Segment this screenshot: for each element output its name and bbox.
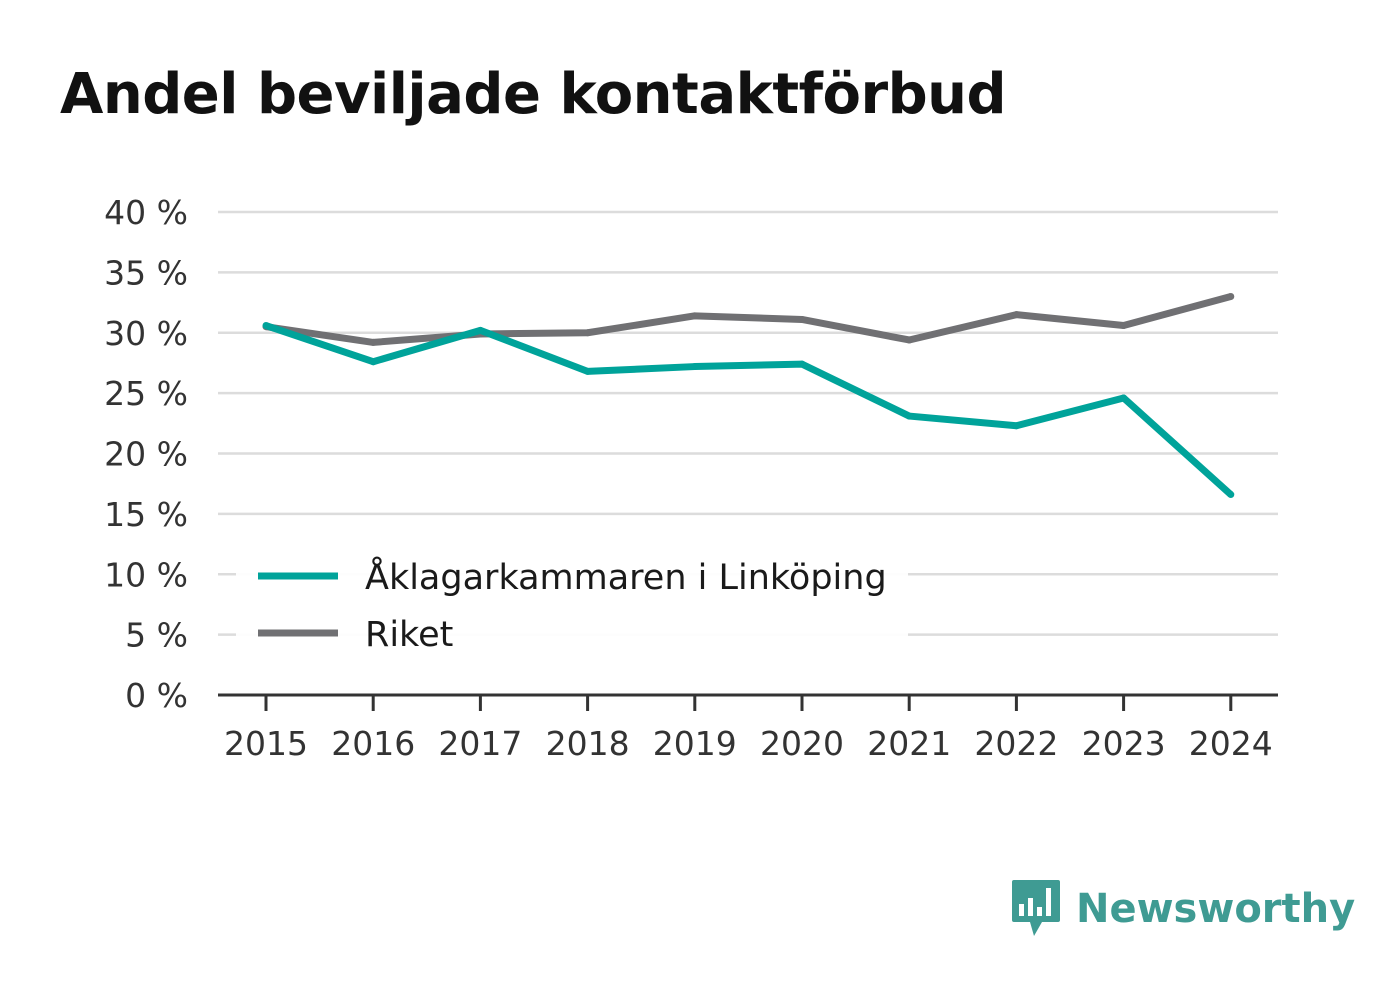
data-point-linkoping	[905, 412, 913, 420]
x-tick-label: 2023	[1082, 724, 1166, 763]
legend-label-riket: Riket	[365, 615, 453, 655]
data-point-linkoping	[1120, 394, 1128, 402]
y-tick-label: 40 %	[104, 193, 188, 232]
data-point-linkoping	[798, 360, 806, 368]
data-point-linkoping	[369, 358, 377, 366]
series-lines	[262, 293, 1235, 499]
y-tick-label: 30 %	[104, 314, 188, 353]
y-axis-ticks: 0 % 5 % 10 % 15 % 20 % 25 % 30 % 35 % 40 %	[104, 193, 188, 715]
data-point-linkoping	[476, 326, 484, 334]
data-point-riket	[798, 315, 806, 323]
x-tick-label: 2019	[653, 724, 737, 763]
x-tick-label: 2018	[546, 724, 630, 763]
y-tick-label: 0 %	[125, 676, 188, 715]
data-point-riket	[691, 312, 699, 320]
x-tick-label: 2016	[331, 724, 415, 763]
data-point-linkoping	[1227, 491, 1235, 499]
data-point-linkoping	[262, 322, 270, 330]
data-point-linkoping	[584, 367, 592, 375]
data-point-riket	[584, 329, 592, 337]
y-tick-label: 25 %	[104, 374, 188, 413]
y-tick-label: 35 %	[104, 253, 188, 292]
y-tick-label: 20 %	[104, 435, 188, 474]
x-tick-label: 2015	[224, 724, 308, 763]
legend-label-linkoping: Åklagarkammaren i Linköping	[365, 555, 887, 598]
series-line-linkoping	[264, 322, 1234, 498]
data-point-linkoping	[691, 363, 699, 371]
data-point-riket	[1012, 311, 1020, 319]
series-line-riket	[265, 293, 1232, 346]
data-point-riket	[369, 338, 377, 346]
y-tick-label: 5 %	[125, 616, 188, 655]
newsworthy-logo: Newsworthy	[1010, 878, 1355, 940]
chart-title: Andel beviljade kontaktförbud	[60, 62, 1007, 127]
legend: Åklagarkammaren i Linköping Riket	[236, 548, 908, 655]
x-tick-label: 2017	[438, 724, 522, 763]
x-tick-label: 2024	[1189, 724, 1273, 763]
newsworthy-bar-chart-icon	[1012, 880, 1060, 936]
y-tick-label: 15 %	[104, 495, 188, 534]
x-tick-label: 2021	[867, 724, 951, 763]
data-point-riket	[1227, 293, 1235, 301]
x-tick-label: 2022	[974, 724, 1058, 763]
data-point-riket	[1120, 322, 1128, 330]
logo-text: Newsworthy	[1076, 886, 1356, 932]
y-tick-label: 10 %	[104, 555, 188, 594]
data-point-linkoping	[1012, 422, 1020, 430]
legend-background	[236, 548, 908, 650]
x-tick-label: 2020	[760, 724, 844, 763]
x-axis-ticks: 2015 2016 2017 2018 2019 2020 2021 2022 2023 2024	[224, 695, 1273, 763]
data-point-riket	[905, 336, 913, 344]
